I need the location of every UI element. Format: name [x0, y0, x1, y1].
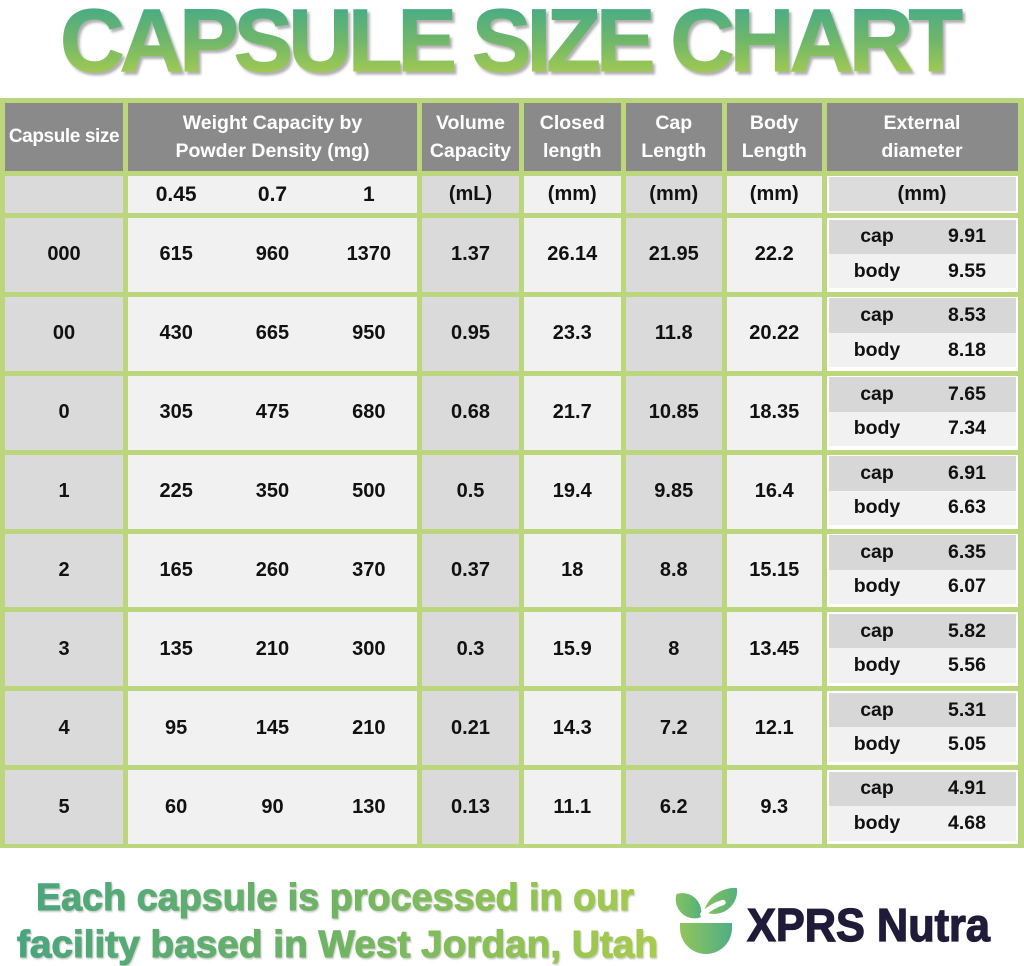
svg-text:XPRS Nutra: XPRS Nutra [747, 899, 991, 951]
svg-text:CAPSULE SIZE CHART: CAPSULE SIZE CHART [60, 0, 963, 90]
svg-text:facility based in West Jordan,: facility based in West Jordan, Utah [17, 924, 658, 966]
svg-text:Each capsule is processed in o: Each capsule is processed in our [36, 877, 634, 919]
